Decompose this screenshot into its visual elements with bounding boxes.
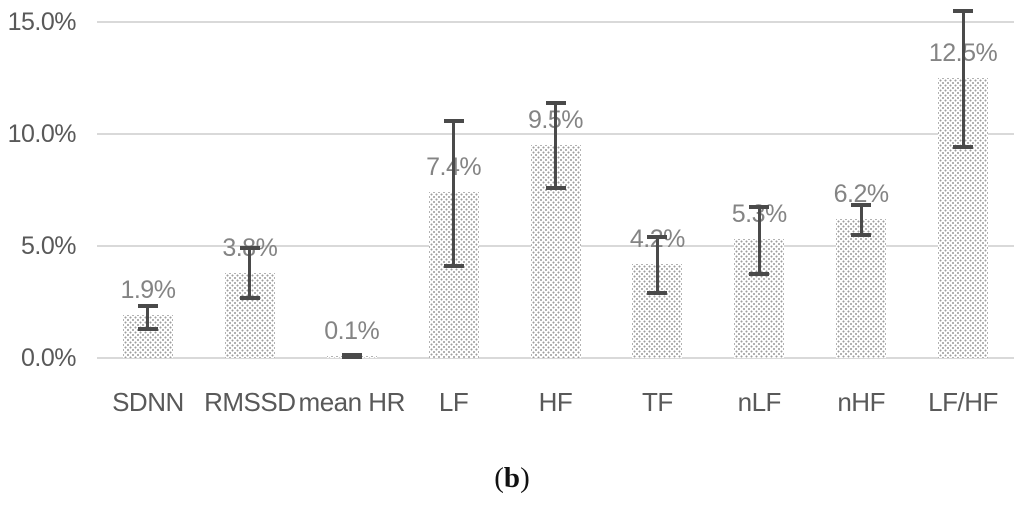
error-bar-top-cap-nHF xyxy=(851,202,872,207)
error-bar-line-LF/HF xyxy=(961,10,965,148)
error-bar-top-cap-nLF xyxy=(749,204,770,209)
y-axis-tick-label: 15.0% xyxy=(7,8,77,36)
x-axis-label-LF: LF xyxy=(438,387,469,417)
error-bar-line-nHF xyxy=(859,204,863,235)
error-bar-line-LF xyxy=(452,120,456,267)
error-bar-line-SDNN xyxy=(146,306,150,329)
x-axis-label-HF: HF xyxy=(538,387,573,417)
error-bar-top-cap-HF xyxy=(545,100,566,105)
bar-nHF xyxy=(836,219,887,358)
error-bar-bottom-cap-RMSSD xyxy=(239,295,260,300)
error-bar-line-nLF xyxy=(757,206,761,274)
error-bar-top-cap-mean HR xyxy=(341,352,362,357)
error-bar-bottom-cap-SDNN xyxy=(137,326,158,331)
error-bar-top-cap-LF xyxy=(443,118,464,123)
error-bar-top-cap-TF xyxy=(647,235,668,240)
data-label-mean HR: 0.1% xyxy=(324,316,380,345)
x-axis-label-nHF: nHF xyxy=(837,387,885,417)
error-bar-line-RMSSD xyxy=(248,248,252,298)
error-bar-bottom-cap-LF/HF xyxy=(953,145,974,150)
bar-RMSSD xyxy=(224,272,275,358)
error-bar-bottom-cap-mean HR xyxy=(341,354,362,359)
caption-paren-open: ( xyxy=(494,462,504,494)
data-label-SDNN: 1.9% xyxy=(120,276,176,305)
x-axis-label-RMSSD: RMSSD xyxy=(204,387,296,417)
gridline-0.0% xyxy=(97,357,1014,359)
x-axis-label-SDNN: SDNN xyxy=(112,387,184,417)
error-bar-bottom-cap-HF xyxy=(545,185,566,190)
gridline-15.0% xyxy=(97,21,1014,23)
caption-paren-close: ) xyxy=(520,462,530,494)
x-axis-label-nLF: nLF xyxy=(737,387,782,417)
error-bar-top-cap-SDNN xyxy=(137,304,158,309)
figure-caption: (b) xyxy=(0,462,1024,495)
x-axis-label-TF: TF xyxy=(641,387,673,417)
error-bar-top-cap-LF/HF xyxy=(953,8,974,13)
error-bar-bottom-cap-nLF xyxy=(749,272,770,276)
caption-letter: b xyxy=(503,462,521,494)
error-bar-bottom-cap-nHF xyxy=(851,232,872,237)
error-bar-bottom-cap-TF xyxy=(647,291,668,296)
y-axis-tick-label: 10.0% xyxy=(7,120,77,148)
error-bar-line-HF xyxy=(554,102,557,188)
y-axis-tick-label: 0.0% xyxy=(21,344,76,372)
bar-HF xyxy=(530,145,581,358)
x-axis-label-mean HR: mean HR xyxy=(298,387,406,417)
error-bar-line-TF xyxy=(655,237,659,294)
error-bar-top-cap-RMSSD xyxy=(239,246,260,251)
error-bar-bottom-cap-LF xyxy=(443,264,464,269)
y-axis-tick-label: 5.0% xyxy=(21,232,76,260)
x-axis-label-LF/HF: LF/HF xyxy=(928,387,998,417)
